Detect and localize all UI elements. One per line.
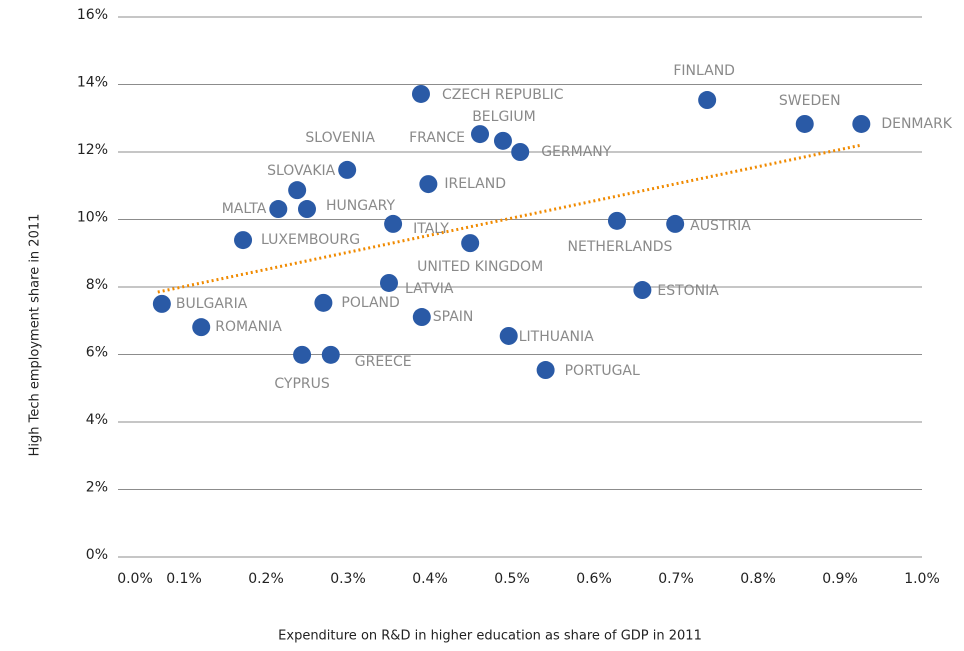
- x-tick-label: 0.3%: [330, 571, 366, 587]
- point-label: CYPRUS: [274, 376, 329, 392]
- point-label: NETHERLANDS: [568, 239, 673, 255]
- y-tick-label: 8%: [86, 277, 108, 293]
- point: [269, 200, 288, 219]
- point: [633, 281, 652, 300]
- point: [152, 294, 171, 313]
- point: [293, 345, 312, 364]
- point-label: SLOVENIA: [305, 130, 375, 146]
- point: [234, 231, 253, 250]
- y-tick-label: 4%: [86, 412, 108, 428]
- point-label: LUXEMBOURG: [261, 232, 360, 248]
- x-tick-label: 0.1%: [166, 571, 202, 587]
- point-label: SWEDEN: [779, 93, 841, 109]
- x-tick-label: 0.0%: [117, 571, 153, 587]
- point-label: DENMARK: [881, 116, 952, 132]
- point-label: FRANCE: [409, 130, 465, 146]
- y-tick-label: 10%: [77, 210, 108, 226]
- point-label: BELGIUM: [472, 109, 536, 125]
- x-tick-label: 0.4%: [412, 571, 448, 587]
- y-axis-title: High Tech employment share in 2011: [28, 214, 43, 457]
- point: [666, 214, 685, 233]
- point-label: POLAND: [341, 295, 399, 311]
- point-label: MALTA: [222, 201, 267, 217]
- y-tick-label: 0%: [86, 547, 108, 563]
- y-tick-label: 6%: [86, 345, 108, 361]
- point: [461, 234, 480, 253]
- x-tick-label: 0.7%: [658, 571, 694, 587]
- y-tick-label: 16%: [77, 7, 108, 23]
- point-label: SLOVAKIA: [267, 163, 336, 179]
- y-tick-label: 14%: [77, 75, 108, 91]
- point: [321, 345, 340, 364]
- point-label: SPAIN: [433, 309, 474, 325]
- point: [607, 211, 626, 230]
- y-tick-label: 2%: [86, 480, 108, 496]
- x-tick-label: 0.6%: [576, 571, 612, 587]
- point-label: GREECE: [355, 354, 412, 370]
- x-tick-label: 0.2%: [248, 571, 284, 587]
- point: [511, 143, 530, 161]
- point-label: AUSTRIA: [690, 218, 751, 234]
- point: [698, 91, 717, 110]
- point: [380, 273, 398, 292]
- point-label: LITHUANIA: [519, 329, 594, 345]
- x-axis-title: Expenditure on R&D in higher education a…: [278, 629, 702, 644]
- point: [338, 160, 357, 179]
- x-tick-label: 0.8%: [740, 571, 776, 587]
- x-tick-label: 1.0%: [904, 571, 940, 587]
- point: [384, 214, 403, 233]
- point-label: BULGARIA: [176, 296, 248, 312]
- point-label: UNITED KINGDOM: [417, 259, 543, 275]
- point: [499, 326, 518, 345]
- point: [795, 114, 814, 133]
- x-tick-label: 0.9%: [822, 571, 858, 587]
- point-label: GERMANY: [541, 144, 612, 160]
- point-label: ITALY: [413, 221, 449, 237]
- y-tick-label: 12%: [77, 142, 108, 158]
- point: [852, 114, 871, 133]
- point: [471, 125, 490, 144]
- point-label: IRELAND: [444, 176, 506, 192]
- point: [192, 318, 211, 337]
- point-label: PORTUGAL: [565, 363, 640, 379]
- point-label: FINLAND: [673, 63, 735, 79]
- point: [493, 131, 512, 150]
- point-label: CZECH REPUBLIC: [442, 87, 564, 103]
- point-label: LATVIA: [405, 281, 454, 297]
- point: [411, 84, 430, 103]
- point-label: ESTONIA: [657, 283, 719, 299]
- point: [298, 200, 316, 219]
- x-tick-label: 0.5%: [494, 571, 530, 587]
- point: [536, 361, 555, 380]
- point: [412, 308, 431, 327]
- point: [288, 181, 307, 200]
- point-label: HUNGARY: [326, 198, 396, 214]
- point: [419, 175, 438, 194]
- point-label: ROMANIA: [215, 319, 282, 335]
- point: [314, 293, 333, 312]
